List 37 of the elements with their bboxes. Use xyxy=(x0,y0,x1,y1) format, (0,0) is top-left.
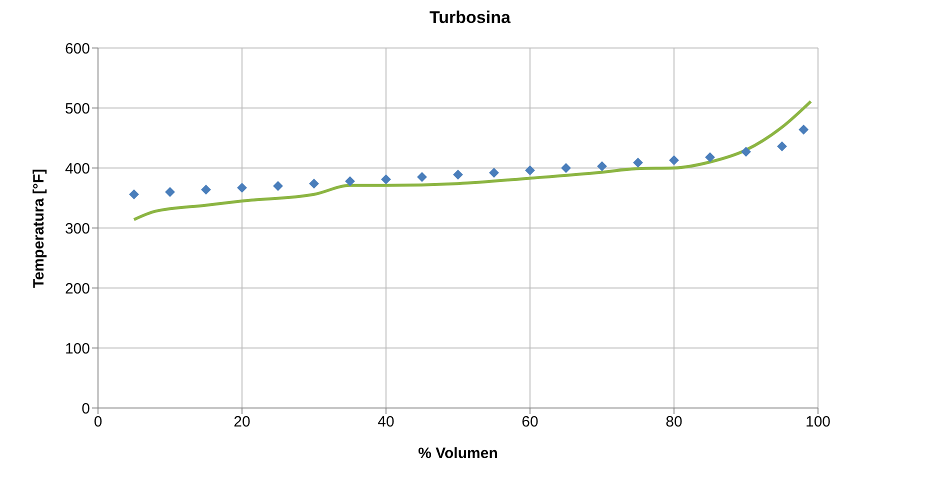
y-tick-label: 600 xyxy=(64,40,90,58)
point xyxy=(669,155,679,166)
point xyxy=(777,141,787,152)
x-tick-label: 40 xyxy=(378,414,394,431)
y-axis-title: Temperatura [°F] xyxy=(30,168,48,288)
point xyxy=(201,184,211,195)
point xyxy=(741,146,751,157)
y-tick-label: 100 xyxy=(64,340,90,358)
point xyxy=(798,124,809,135)
y-tick-label: 200 xyxy=(64,280,90,298)
point xyxy=(597,161,607,172)
point xyxy=(705,152,715,162)
y-tick-label: 400 xyxy=(64,160,90,178)
line-series xyxy=(132,100,812,222)
x-axis-title: % Volumen xyxy=(418,445,498,462)
x-tick-label: 20 xyxy=(234,414,250,431)
point xyxy=(525,165,535,176)
point xyxy=(345,176,355,186)
point xyxy=(237,182,247,193)
x-tick-label: 60 xyxy=(522,414,538,431)
y-tick-label: 500 xyxy=(64,100,90,118)
point xyxy=(417,172,427,182)
point xyxy=(633,158,643,168)
y-tick-label: 0 xyxy=(82,400,90,418)
y-tick-label: 300 xyxy=(64,220,90,238)
x-tick-label: 0 xyxy=(94,414,102,431)
x-tick-label: 80 xyxy=(666,414,682,431)
point xyxy=(165,187,175,197)
chart-title: Turbosina xyxy=(428,8,512,28)
point xyxy=(561,163,571,173)
point xyxy=(453,170,463,180)
point xyxy=(381,174,391,184)
x-tick-label: 100 xyxy=(805,414,831,431)
point xyxy=(489,168,499,178)
point xyxy=(309,178,319,189)
point xyxy=(129,189,139,200)
point xyxy=(273,181,283,191)
